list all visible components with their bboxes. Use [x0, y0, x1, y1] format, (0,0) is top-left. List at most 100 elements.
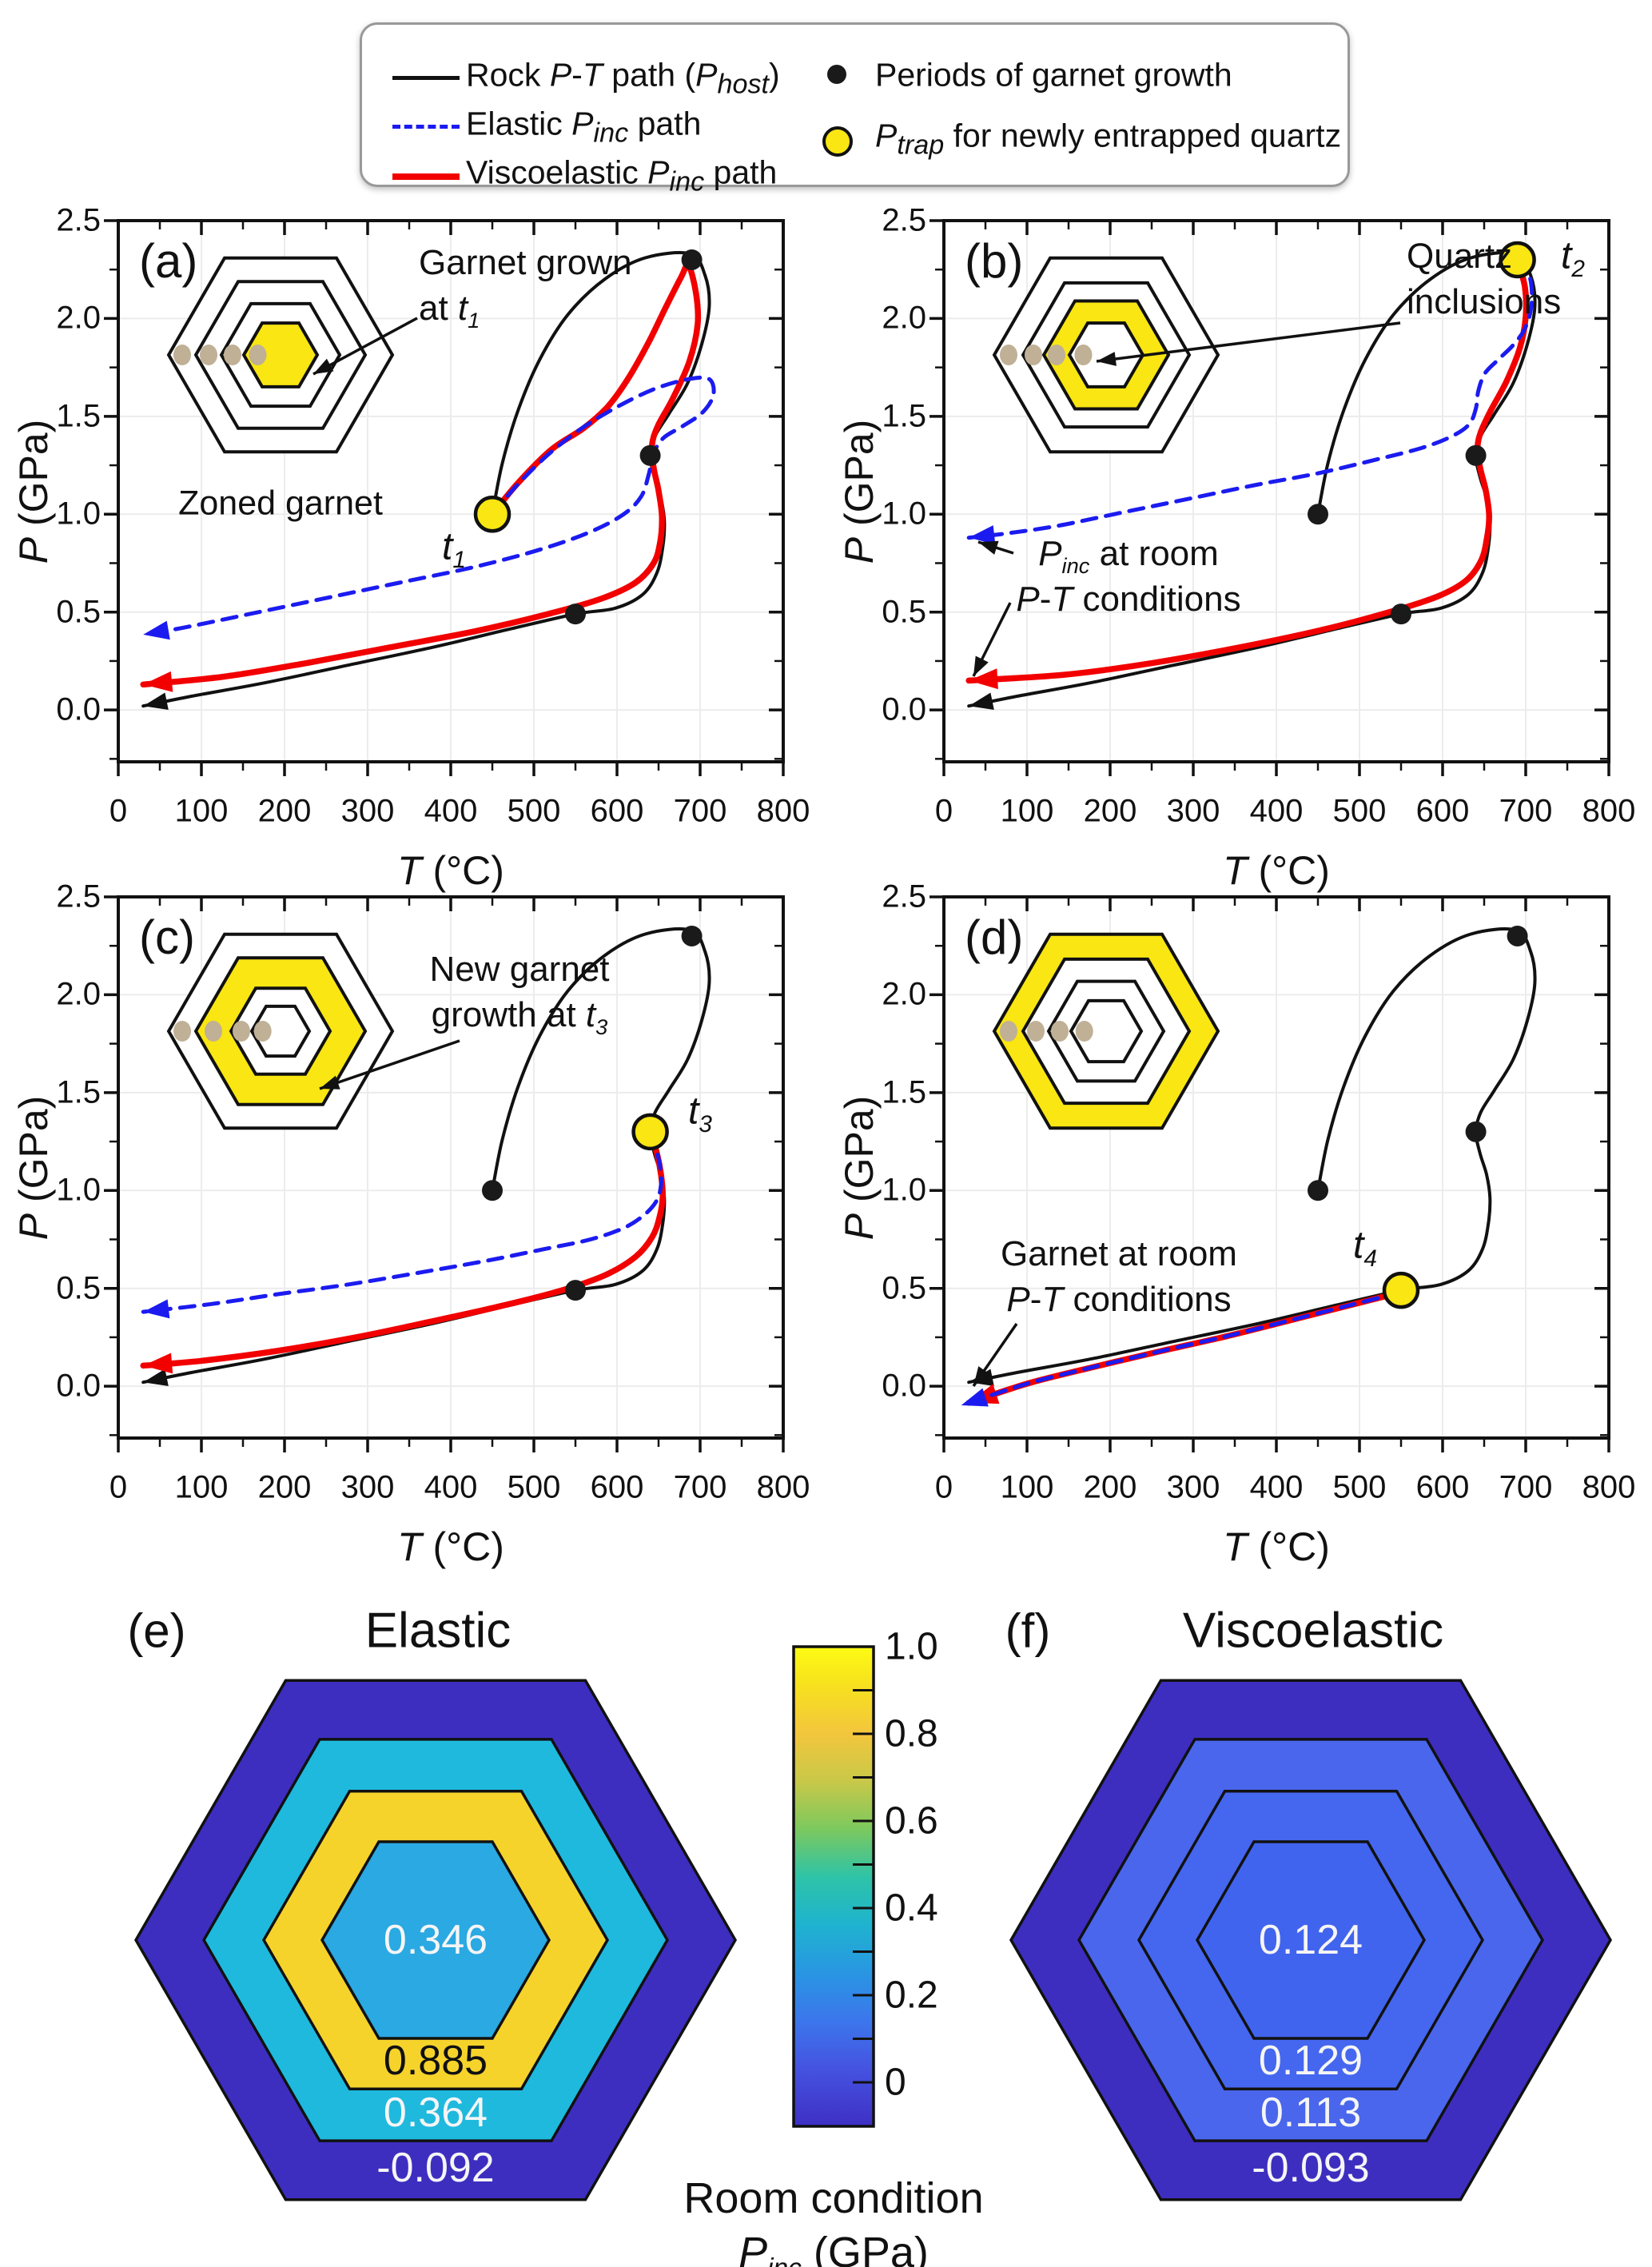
x-tick-label: 800	[1582, 1469, 1636, 1505]
x-tick-label: 600	[1415, 793, 1470, 829]
legend-growth-label: Periods of garnet growth	[875, 56, 1232, 94]
x-tick-label: 200	[1083, 1469, 1137, 1505]
hex-value-f: 0.124	[1258, 1917, 1363, 1963]
inclusion-dot-icon	[1000, 1021, 1017, 1042]
hex-ring-e	[320, 1840, 551, 2040]
inclusion-dot-icon	[200, 345, 217, 365]
garnet-growth-dot	[1308, 504, 1328, 525]
hex-ring-f	[1195, 1840, 1427, 2040]
legend-visco-line-swatch	[392, 173, 460, 180]
colorbar-bar	[792, 1645, 875, 2128]
trap-label-a: t1	[442, 525, 466, 574]
garnet-growth-dot	[1465, 444, 1487, 466]
x-tick-label: 600	[590, 793, 644, 829]
annotation-arrowhead-icon	[320, 1075, 340, 1090]
inclusion-dot-icon	[1075, 1021, 1093, 1042]
colorbar-tick-label: 0.4	[885, 1887, 938, 1930]
panel-letter-d: (d)	[965, 910, 1024, 964]
x-tick-label: 100	[1000, 793, 1054, 829]
panel-b-elastic-path	[966, 257, 1535, 540]
hex-diagram-f	[1009, 1679, 1613, 2201]
legend-host-line-swatch	[392, 76, 460, 80]
legend-elastic-line-swatch	[392, 125, 460, 129]
x-tick-label: 0	[109, 793, 128, 829]
x-tick-label: 700	[1499, 1469, 1553, 1505]
y-tick-label: 0.0	[882, 691, 926, 727]
hex-value-f: -0.093	[1252, 2145, 1370, 2191]
x-tick-label: 500	[1332, 1469, 1387, 1505]
y-axis-title: P (GPa)	[11, 419, 56, 564]
annotation-b-1: Pinc at room P-T conditions	[1016, 534, 1241, 620]
trap-marker	[631, 1113, 669, 1151]
x-tick-label: 400	[1249, 1469, 1304, 1505]
hex-title-f: Viscoelastic	[1182, 1603, 1444, 1659]
panel-d-elastic-arrowhead-icon	[961, 1388, 989, 1407]
y-tick-label: 1.5	[882, 398, 926, 434]
legend-host-label: Rock P-T path (Phost)	[466, 56, 780, 100]
x-tick-label: 500	[507, 793, 561, 829]
y-tick-label: 0.5	[882, 594, 926, 630]
y-tick-label: 2.0	[56, 976, 101, 1012]
x-tick-label: 800	[756, 1469, 810, 1505]
panel-c-host-arrowhead-icon	[143, 1369, 169, 1387]
colorbar-tick-label: 0.8	[885, 1712, 938, 1755]
inclusion-dot-icon	[173, 1021, 191, 1042]
x-axis-title: T (°C)	[397, 1524, 504, 1569]
annotation-b-0: Quartz inclusions	[1407, 237, 1562, 322]
inclusion-dot-icon	[1025, 345, 1042, 365]
x-tick-label: 300	[340, 793, 395, 829]
x-tick-label: 0	[934, 793, 953, 829]
garnet-growth-dot	[1308, 1180, 1328, 1201]
x-axis-title: T (°C)	[1223, 848, 1330, 893]
inclusion-dot-icon	[253, 1021, 272, 1042]
annotation-arrowhead-icon	[973, 1366, 991, 1386]
hex-title-e: Elastic	[364, 1603, 512, 1659]
panel-d	[929, 895, 1610, 1452]
inclusion-dot-icon	[233, 1021, 250, 1042]
annotation-arrow	[312, 317, 418, 376]
colorbar-tick-label: 1.0	[885, 1625, 938, 1668]
trap-marker	[1499, 241, 1536, 279]
x-tick-label: 500	[507, 1469, 561, 1505]
annotation-arrow	[1096, 321, 1401, 363]
x-tick-label: 600	[1415, 1469, 1470, 1505]
panel-c	[104, 895, 785, 1452]
legend-trap-circle-icon	[822, 126, 853, 157]
y-tick-label: 1.5	[56, 1074, 101, 1110]
inclusion-dot-icon	[205, 1021, 222, 1042]
y-tick-label: 0.0	[882, 1368, 926, 1404]
y-tick-label: 0.5	[882, 1270, 926, 1306]
x-tick-label: 500	[1332, 793, 1387, 829]
inset-hexagon-ring	[241, 321, 320, 388]
inclusion-dot-icon	[1027, 1021, 1045, 1042]
inclusion-dot-icon	[224, 345, 241, 365]
annotation-a-0: Garnet grown at t1	[419, 243, 632, 333]
x-tick-label: 200	[257, 1469, 312, 1505]
panel-letter-f: (f)	[1005, 1604, 1051, 1658]
y-tick-label: 2.0	[882, 300, 926, 336]
y-tick-label: 2.5	[882, 879, 926, 914]
panel-b-visco-path	[965, 257, 1530, 684]
inclusion-dot-icon	[1074, 345, 1093, 365]
inclusion-dot-icon	[249, 345, 267, 365]
trap-label-c: t3	[688, 1090, 712, 1138]
y-tick-label: 0.5	[56, 1270, 101, 1306]
garnet-growth-dot	[1507, 925, 1528, 946]
x-tick-label: 700	[1499, 793, 1553, 829]
panel-a-elastic-arrowhead-icon	[143, 620, 170, 640]
hex-value-e: 0.885	[383, 2038, 488, 2084]
panel-a-visco-arrowhead-icon	[143, 671, 173, 692]
x-tick-label: 100	[174, 793, 229, 829]
x-tick-label: 0	[109, 1469, 128, 1505]
y-tick-label: 1.0	[882, 1172, 926, 1208]
x-tick-label: 100	[174, 1469, 229, 1505]
x-axis-title: T (°C)	[1223, 1524, 1330, 1569]
x-tick-label: 800	[756, 793, 810, 829]
inclusion-dot-icon	[1051, 1021, 1069, 1042]
inset-hexagon-ring	[1069, 998, 1144, 1064]
annotation-c-0: New garnet growth at t3	[429, 950, 610, 1039]
x-tick-label: 100	[1000, 1469, 1054, 1505]
y-axis-title: P (GPa)	[837, 419, 882, 564]
annotation-arrowhead-icon	[978, 540, 999, 555]
